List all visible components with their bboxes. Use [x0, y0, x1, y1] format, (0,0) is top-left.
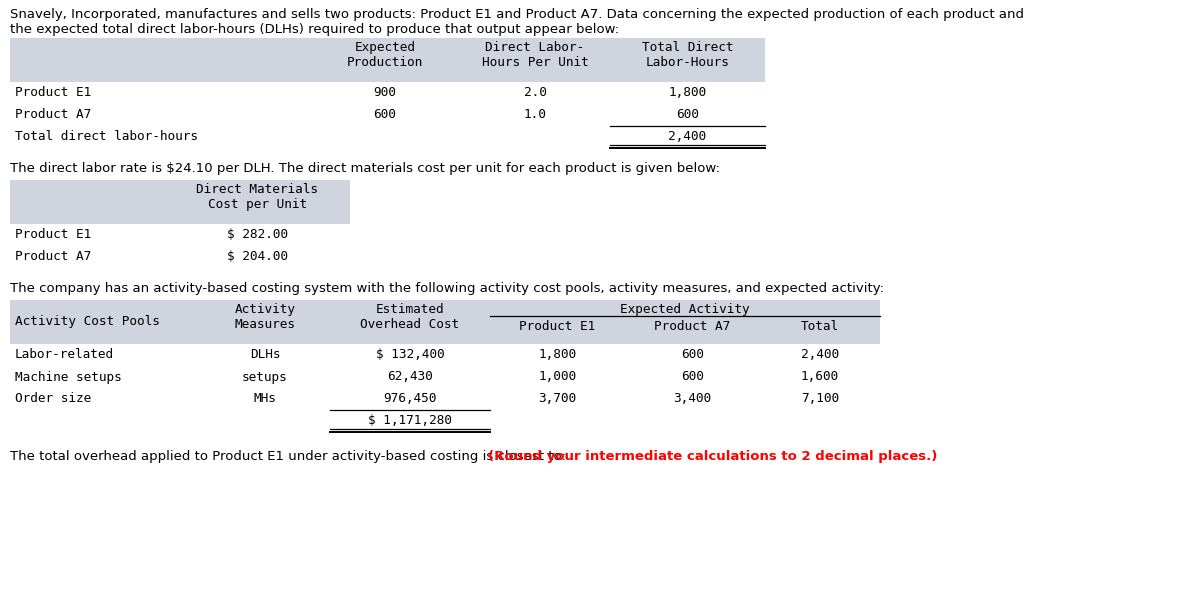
Text: Total Direct
Labor-Hours: Total Direct Labor-Hours — [642, 41, 733, 69]
Text: Product A7: Product A7 — [654, 319, 731, 333]
Text: Product E1: Product E1 — [14, 87, 91, 100]
Text: the expected total direct labor-hours (DLHs) required to produce that output app: the expected total direct labor-hours (D… — [10, 23, 619, 36]
Bar — [10, 180, 350, 224]
Text: DLHs: DLHs — [250, 348, 281, 362]
Text: $ 204.00: $ 204.00 — [227, 251, 288, 263]
Text: 1.0: 1.0 — [523, 109, 546, 121]
Text: Order size: Order size — [14, 393, 91, 405]
Text: Product A7: Product A7 — [14, 251, 91, 263]
Text: Activity Cost Pools: Activity Cost Pools — [14, 316, 160, 328]
Text: Expected Activity: Expected Activity — [620, 303, 750, 316]
Text: 600: 600 — [676, 109, 698, 121]
Bar — [10, 344, 880, 366]
Text: Total: Total — [800, 319, 839, 333]
Text: 3,700: 3,700 — [539, 393, 576, 405]
Text: 1,800: 1,800 — [539, 348, 576, 362]
Text: 7,100: 7,100 — [800, 393, 839, 405]
Text: $ 132,400: $ 132,400 — [376, 348, 444, 362]
Text: Activity
Measures: Activity Measures — [234, 303, 295, 331]
Bar — [10, 104, 766, 126]
Text: 1,800: 1,800 — [668, 87, 707, 100]
Text: Product E1: Product E1 — [14, 228, 91, 242]
Text: 62,430: 62,430 — [388, 370, 433, 384]
Text: 900: 900 — [373, 87, 396, 100]
Text: The direct labor rate is $24.10 per DLH. The direct materials cost per unit for : The direct labor rate is $24.10 per DLH.… — [10, 162, 720, 175]
Bar — [10, 126, 766, 148]
Text: The total overhead applied to Product E1 under activity-based costing is closest: The total overhead applied to Product E1… — [10, 450, 570, 463]
Text: MHs: MHs — [253, 393, 276, 405]
Text: 1,600: 1,600 — [800, 370, 839, 384]
Text: Product A7: Product A7 — [14, 109, 91, 121]
Bar — [10, 38, 766, 82]
Bar — [10, 388, 880, 410]
Bar — [10, 224, 350, 246]
Text: Estimated
Overhead Cost: Estimated Overhead Cost — [360, 303, 460, 331]
Text: $ 1,171,280: $ 1,171,280 — [368, 415, 452, 427]
Text: 976,450: 976,450 — [383, 393, 437, 405]
Bar — [10, 246, 350, 268]
Text: 3,400: 3,400 — [673, 393, 712, 405]
Text: Machine setups: Machine setups — [14, 370, 121, 384]
Text: Labor-related: Labor-related — [14, 348, 114, 362]
Text: Direct Materials
Cost per Unit: Direct Materials Cost per Unit — [197, 183, 318, 211]
Text: (Round your intermediate calculations to 2 decimal places.): (Round your intermediate calculations to… — [487, 450, 937, 463]
Text: The company has an activity-based costing system with the following activity cos: The company has an activity-based costin… — [10, 282, 884, 295]
Text: 2,400: 2,400 — [800, 348, 839, 362]
Text: Direct Labor-
Hours Per Unit: Direct Labor- Hours Per Unit — [481, 41, 588, 69]
Bar — [10, 410, 880, 432]
Text: 2,400: 2,400 — [668, 131, 707, 143]
Text: 1,000: 1,000 — [539, 370, 576, 384]
Text: Snavely, Incorporated, manufactures and sells two products: Product E1 and Produ: Snavely, Incorporated, manufactures and … — [10, 8, 1024, 21]
Bar — [10, 82, 766, 104]
Bar — [10, 300, 880, 344]
Text: Product E1: Product E1 — [520, 319, 595, 333]
Text: 600: 600 — [682, 348, 704, 362]
Text: 2.0: 2.0 — [523, 87, 546, 100]
Text: Total direct labor-hours: Total direct labor-hours — [14, 131, 198, 143]
Text: $ 282.00: $ 282.00 — [227, 228, 288, 242]
Text: 600: 600 — [373, 109, 396, 121]
Bar — [10, 366, 880, 388]
Text: Expected
Production: Expected Production — [347, 41, 424, 69]
Text: 600: 600 — [682, 370, 704, 384]
Text: setups: setups — [242, 370, 288, 384]
